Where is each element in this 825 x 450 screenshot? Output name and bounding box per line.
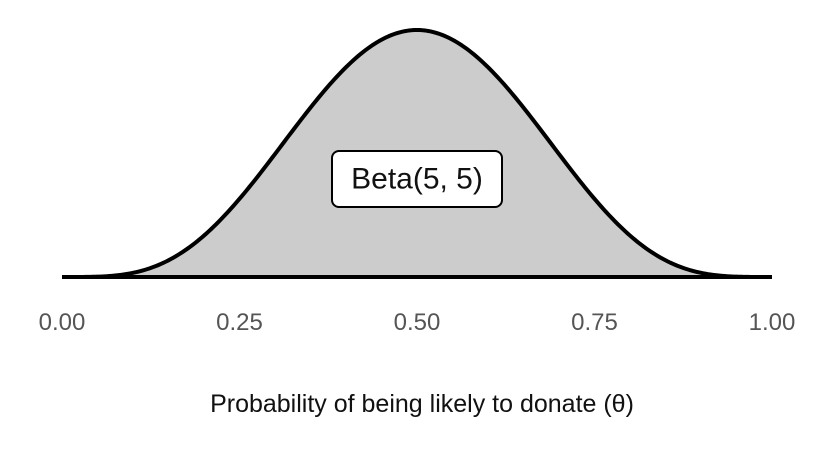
x-axis-ticks: 0.00 0.25 0.50 0.75 1.00: [39, 309, 796, 336]
annotation-box: [331, 150, 503, 208]
x-tick-label: 0.25: [216, 309, 263, 336]
annotation-label: Beta(5, 5): [331, 150, 503, 208]
x-tick-label: 0.00: [39, 309, 86, 336]
annotation-text: Beta(5, 5): [351, 163, 483, 196]
x-tick-label: 0.50: [394, 309, 441, 336]
density-curve: [62, 28, 772, 279]
x-tick-label: 0.75: [571, 309, 618, 336]
x-tick-label: 1.00: [749, 309, 796, 336]
x-axis-title: Probability of being likely to donate (θ…: [210, 390, 634, 418]
